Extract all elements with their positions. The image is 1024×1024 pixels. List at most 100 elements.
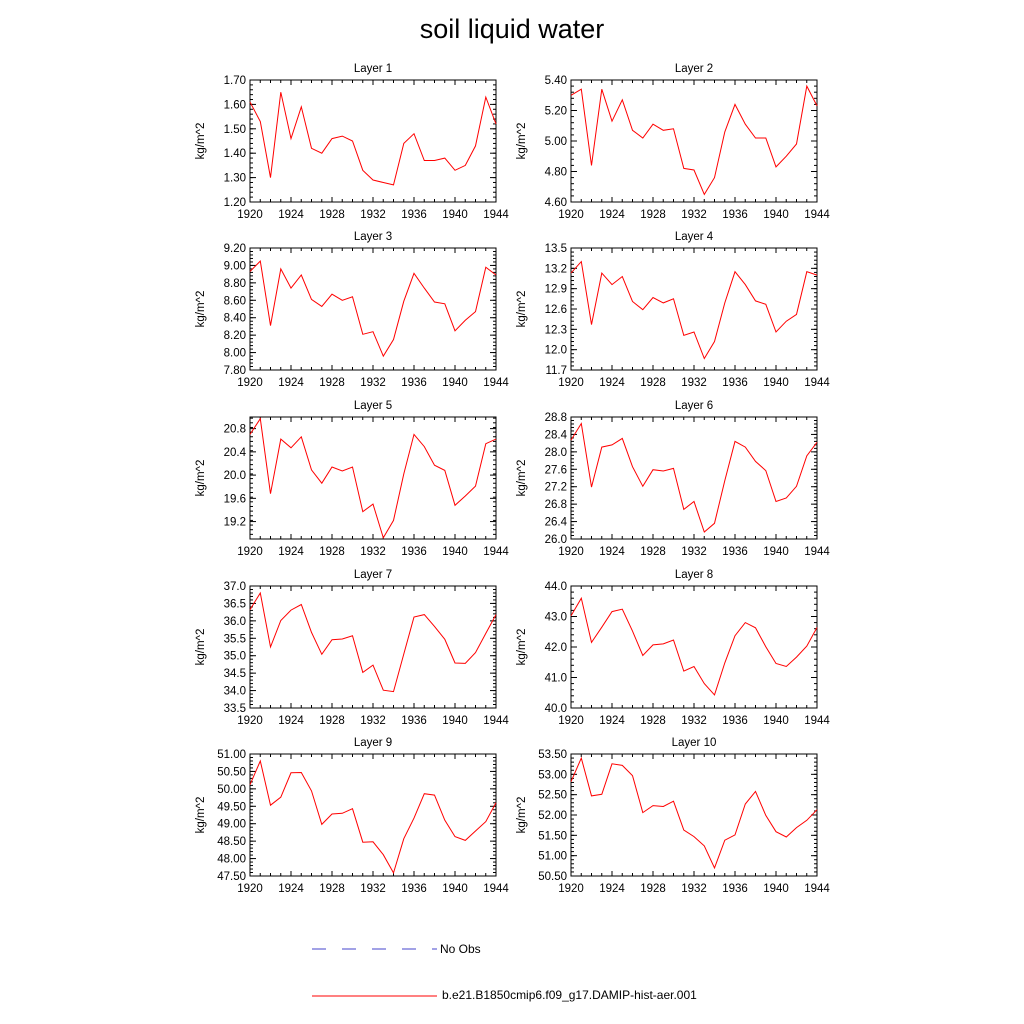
y-axis-label: kg/m^2 [195, 460, 207, 497]
x-tick-label: 1944 [483, 546, 509, 558]
y-tick-label: 51.50 [538, 830, 567, 842]
y-axis-label: kg/m^2 [516, 291, 528, 328]
y-tick-label: 51.00 [217, 749, 246, 761]
x-tick-label: 1932 [360, 883, 386, 895]
x-tick-label: 1944 [804, 883, 830, 895]
x-tick-label: 1944 [804, 209, 830, 221]
y-tick-label: 37.0 [224, 581, 246, 593]
legend-label-no-obs: No Obs [440, 942, 481, 956]
y-tick-label: 13.2 [545, 263, 567, 275]
x-tick-label: 1936 [401, 377, 427, 389]
x-tick-label: 1928 [640, 883, 666, 895]
x-tick-label: 1928 [319, 715, 345, 727]
y-axis-label: kg/m^2 [516, 629, 528, 666]
x-tick-label: 1924 [278, 546, 304, 558]
x-tick-label: 1924 [599, 546, 625, 558]
legend: No Obs b.e21.B1850cmip6.f09_g17.DAMIP-hi… [312, 936, 1012, 1016]
y-tick-label: 4.60 [545, 197, 567, 209]
y-tick-label: 20.4 [224, 447, 247, 459]
series-line [249, 591, 497, 693]
y-tick-label: 5.40 [545, 75, 567, 87]
x-tick-label: 1920 [558, 546, 584, 558]
y-tick-label: 26.0 [545, 534, 567, 546]
y-tick-label: 52.50 [538, 790, 567, 802]
y-tick-label: 36.0 [224, 616, 246, 628]
panel-layer-10: Layer 10 kg/m^2 1920 1924 1928 1932 1936 1940 19… [516, 737, 830, 895]
series-line [570, 84, 818, 196]
y-tick-label: 13.5 [545, 243, 567, 255]
y-tick-label: 12.9 [545, 284, 567, 296]
y-tick-label: 44.0 [545, 581, 567, 593]
plot-frame [570, 79, 818, 203]
plot-frame [570, 585, 818, 709]
y-tick-label: 35.0 [224, 651, 246, 663]
x-tick-label: 1940 [763, 209, 789, 221]
x-tick-label: 1924 [278, 883, 304, 895]
x-tick-label: 1936 [722, 209, 748, 221]
x-tick-label: 1924 [278, 715, 304, 727]
y-tick-label: 8.80 [224, 278, 246, 290]
x-tick-label: 1940 [442, 209, 468, 221]
y-tick-label: 1.50 [224, 124, 246, 136]
y-tick-label: 43.0 [545, 612, 567, 624]
y-tick-label: 48.00 [217, 854, 246, 866]
series-line [249, 260, 497, 358]
x-tick-label: 1928 [319, 377, 345, 389]
panel-title: Layer 9 [354, 737, 392, 749]
x-tick-label: 1944 [483, 883, 509, 895]
y-tick-label: 4.80 [545, 167, 567, 179]
y-tick-label: 36.5 [224, 598, 246, 610]
x-tick-label: 1924 [599, 715, 625, 727]
x-tick-label: 1936 [401, 883, 427, 895]
y-tick-label: 52.00 [538, 810, 567, 822]
y-tick-label: 42.0 [545, 642, 567, 654]
y-tick-label: 53.00 [538, 769, 567, 781]
x-tick-label: 1936 [401, 715, 427, 727]
y-tick-label: 1.30 [224, 173, 246, 185]
x-tick-label: 1936 [722, 546, 748, 558]
y-tick-label: 34.0 [224, 686, 246, 698]
panel-title: Layer 1 [354, 63, 392, 75]
panel-layer-1: Layer 1 kg/m^2 1920 1924 1928 1932 1936 1940 194… [195, 63, 509, 221]
y-tick-label: 8.20 [224, 330, 246, 342]
plot-frame [249, 753, 497, 877]
y-tick-label: 1.40 [224, 148, 246, 160]
y-tick-label: 7.80 [224, 365, 246, 377]
x-tick-label: 1936 [722, 377, 748, 389]
y-tick-label: 1.70 [224, 75, 246, 87]
x-tick-label: 1936 [401, 546, 427, 558]
y-tick-label: 1.20 [224, 197, 246, 209]
y-tick-label: 8.60 [224, 295, 246, 307]
x-tick-label: 1932 [681, 377, 707, 389]
x-tick-label: 1932 [360, 546, 386, 558]
panel-title: Layer 8 [675, 569, 713, 581]
panel-layer-9: Layer 9 kg/m^2 1920 1924 1928 1932 1936 1940 194… [195, 737, 509, 895]
x-tick-label: 1936 [401, 209, 427, 221]
y-axis-label: kg/m^2 [516, 123, 528, 160]
y-tick-label: 28.0 [545, 447, 567, 459]
x-tick-label: 1920 [237, 377, 263, 389]
panel-title: Layer 5 [354, 400, 392, 412]
y-tick-label: 49.00 [217, 819, 246, 831]
x-tick-label: 1928 [640, 377, 666, 389]
chart-title: soil liquid water [419, 14, 605, 44]
x-tick-label: 1940 [763, 546, 789, 558]
x-tick-label: 1940 [763, 883, 789, 895]
x-tick-label: 1932 [681, 209, 707, 221]
y-tick-label: 20.0 [224, 470, 246, 482]
y-axis-label: kg/m^2 [195, 797, 207, 834]
x-tick-label: 1932 [681, 546, 707, 558]
y-tick-label: 26.8 [545, 499, 567, 511]
x-tick-label: 1928 [319, 209, 345, 221]
y-tick-label: 19.6 [224, 493, 246, 505]
plot-frame [249, 585, 497, 709]
series-line [570, 422, 818, 533]
y-tick-label: 49.50 [217, 801, 246, 813]
y-tick-label: 9.20 [224, 243, 246, 255]
series-line [570, 756, 818, 870]
panel-title: Layer 10 [672, 737, 717, 749]
panel-layer-2: Layer 2 kg/m^2 1920 1924 1928 1932 1936 1940 194… [516, 63, 830, 221]
x-tick-label: 1928 [319, 883, 345, 895]
x-tick-label: 1944 [483, 209, 509, 221]
y-tick-label: 41.0 [545, 673, 567, 685]
